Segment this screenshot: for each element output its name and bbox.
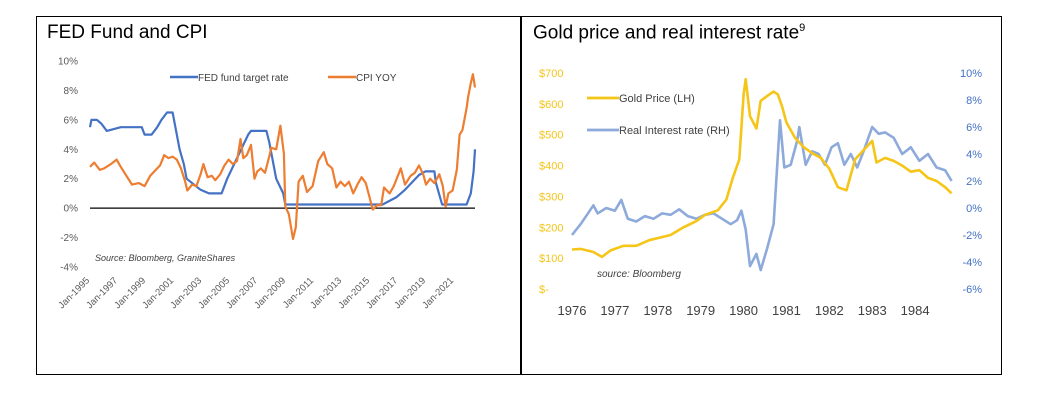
left-panel-title: FED Fund and CPI [47,22,208,43]
y-left-tick-label: $- [539,284,549,296]
y-tick-label: 0% [64,204,79,215]
y-left-tick-label: $700 [539,68,563,80]
y-right-tick-label: 6% [966,122,982,134]
y-left-tick-label: $400 [539,161,563,173]
y-tick-label: -4% [60,263,78,274]
y-right-tick-label: 0% [966,203,982,215]
y-right-tick-label: -4% [962,257,982,269]
x-tick-label: 1976 [558,303,587,318]
legend-label: Gold Price (LH) [619,93,695,105]
y-right-tick-label: 10% [960,68,982,80]
x-tick-label: 1983 [858,303,887,318]
y-left-tick-label: $300 [539,191,563,203]
y-right-tick-label: 4% [966,149,982,161]
right-panel-title: Gold price and real interest rate9 [533,22,806,44]
y-left-tick-label: $100 [539,253,563,265]
y-tick-label: 8% [64,86,79,97]
y-left-tick-label: $500 [539,130,563,142]
gold-rate-chart: $700 $600 $500 $400 $300 $200 $100 $- 10% 8% 6% 4% 2… [539,68,982,318]
panel-divider [520,16,522,375]
figure-frame [36,16,1002,375]
y-left-tick-label: $200 [539,222,563,234]
y-tick-label: 10% [58,57,78,68]
x-tick-label: 1980 [729,303,758,318]
source-note: source: Bloomberg [597,269,681,280]
source-note: Source: Bloomberg, GraniteShares [95,253,236,263]
y-right-tick-label: -2% [962,230,982,242]
x-tick-label: 1977 [600,303,629,318]
fed-cpi-chart: 10%8%6%4%2%0%-2%-4%Jan-1995Jan-1997Jan-1… [56,57,477,311]
y-tick-label: 6% [64,115,79,126]
y-right-tick-label: 8% [966,95,982,107]
y-tick-label: 4% [64,145,79,156]
y-tick-label: -2% [60,233,78,244]
legend-label: CPI YOY [356,73,397,84]
x-tick-label: 1979 [686,303,715,318]
x-tick-label: 1981 [772,303,801,318]
cpi-line [89,73,477,241]
fed-rate-line [88,111,477,206]
x-tick-label: 1982 [815,303,844,318]
y-right-tick-label: -6% [962,284,982,296]
legend-label: FED fund target rate [198,73,289,84]
y-tick-label: 2% [64,174,79,185]
y-right-tick-label: 2% [966,176,982,188]
gold-price-line [571,77,953,259]
legend-label: Real Interest rate (RH) [619,125,730,137]
y-left-tick-label: $600 [539,99,563,111]
x-tick-label: 1978 [643,303,672,318]
x-tick-label: 1984 [901,303,930,318]
real-rate-line [570,119,953,272]
